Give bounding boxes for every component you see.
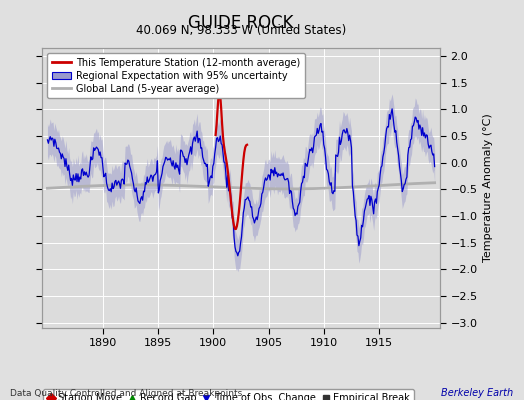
Text: GUIDE ROCK: GUIDE ROCK [188,14,294,32]
Y-axis label: Temperature Anomaly (°C): Temperature Anomaly (°C) [483,114,493,262]
Text: Berkeley Earth: Berkeley Earth [441,388,514,398]
Text: 40.069 N, 98.333 W (United States): 40.069 N, 98.333 W (United States) [136,24,346,37]
Text: Data Quality Controlled and Aligned at Breakpoints: Data Quality Controlled and Aligned at B… [10,389,243,398]
Legend: Station Move, Record Gap, Time of Obs. Change, Empirical Break: Station Move, Record Gap, Time of Obs. C… [43,389,414,400]
